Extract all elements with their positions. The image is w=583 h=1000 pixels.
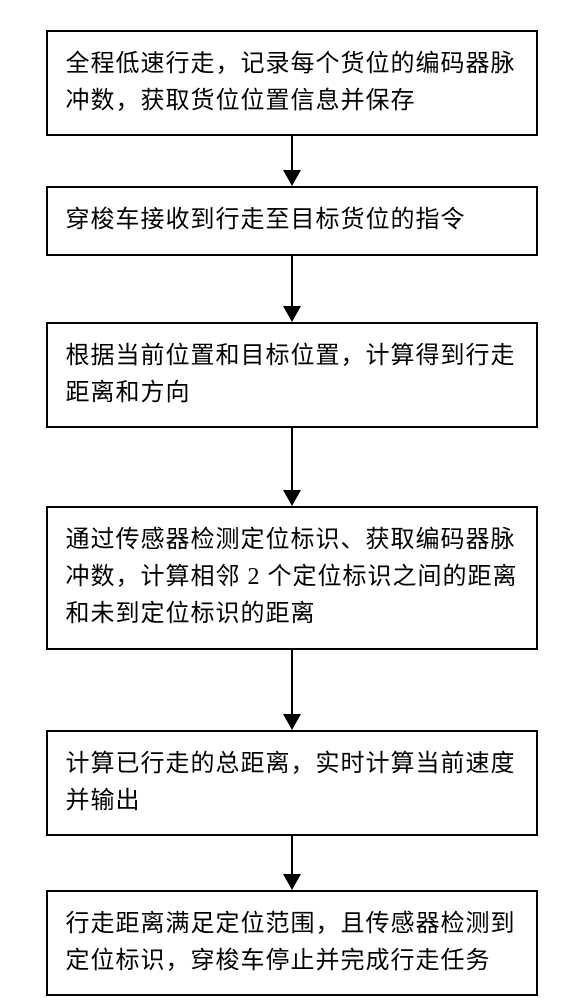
flow-node-6: 行走距离满足定位范围，且传感器检测到定位标识，穿梭车停止并完成行走任务 bbox=[46, 890, 538, 996]
arrow-stem bbox=[291, 136, 293, 170]
arrow-stem bbox=[291, 428, 293, 490]
flow-node-5: 计算已行走的总距离，实时计算当前速度并输出 bbox=[46, 730, 538, 836]
flowchart-container: 全程低速行走，记录每个货位的编码器脉冲数，获取货位位置信息并保存 穿梭车接收到行… bbox=[0, 30, 583, 996]
arrow-head-icon bbox=[283, 170, 301, 186]
arrow-stem bbox=[291, 256, 293, 306]
flow-node-3: 根据当前位置和目标位置，计算得到行走距离和方向 bbox=[46, 322, 538, 428]
arrow-head-icon bbox=[283, 306, 301, 322]
arrow-head-icon bbox=[283, 874, 301, 890]
flow-arrow-4 bbox=[283, 650, 301, 730]
flow-arrow-3 bbox=[283, 428, 301, 506]
arrow-head-icon bbox=[283, 490, 301, 506]
arrow-head-icon bbox=[283, 714, 301, 730]
arrow-stem bbox=[291, 650, 293, 714]
flow-node-1: 全程低速行走，记录每个货位的编码器脉冲数，获取货位位置信息并保存 bbox=[46, 30, 538, 136]
arrow-stem bbox=[291, 836, 293, 874]
flow-arrow-5 bbox=[283, 836, 301, 890]
flow-node-4: 通过传感器检测定位标识、获取编码器脉冲数，计算相邻 2 个定位标识之间的距离和未… bbox=[46, 506, 538, 650]
flow-arrow-2 bbox=[283, 256, 301, 322]
flow-node-2: 穿梭车接收到行走至目标货位的指令 bbox=[46, 186, 538, 255]
flow-arrow-1 bbox=[283, 136, 301, 186]
